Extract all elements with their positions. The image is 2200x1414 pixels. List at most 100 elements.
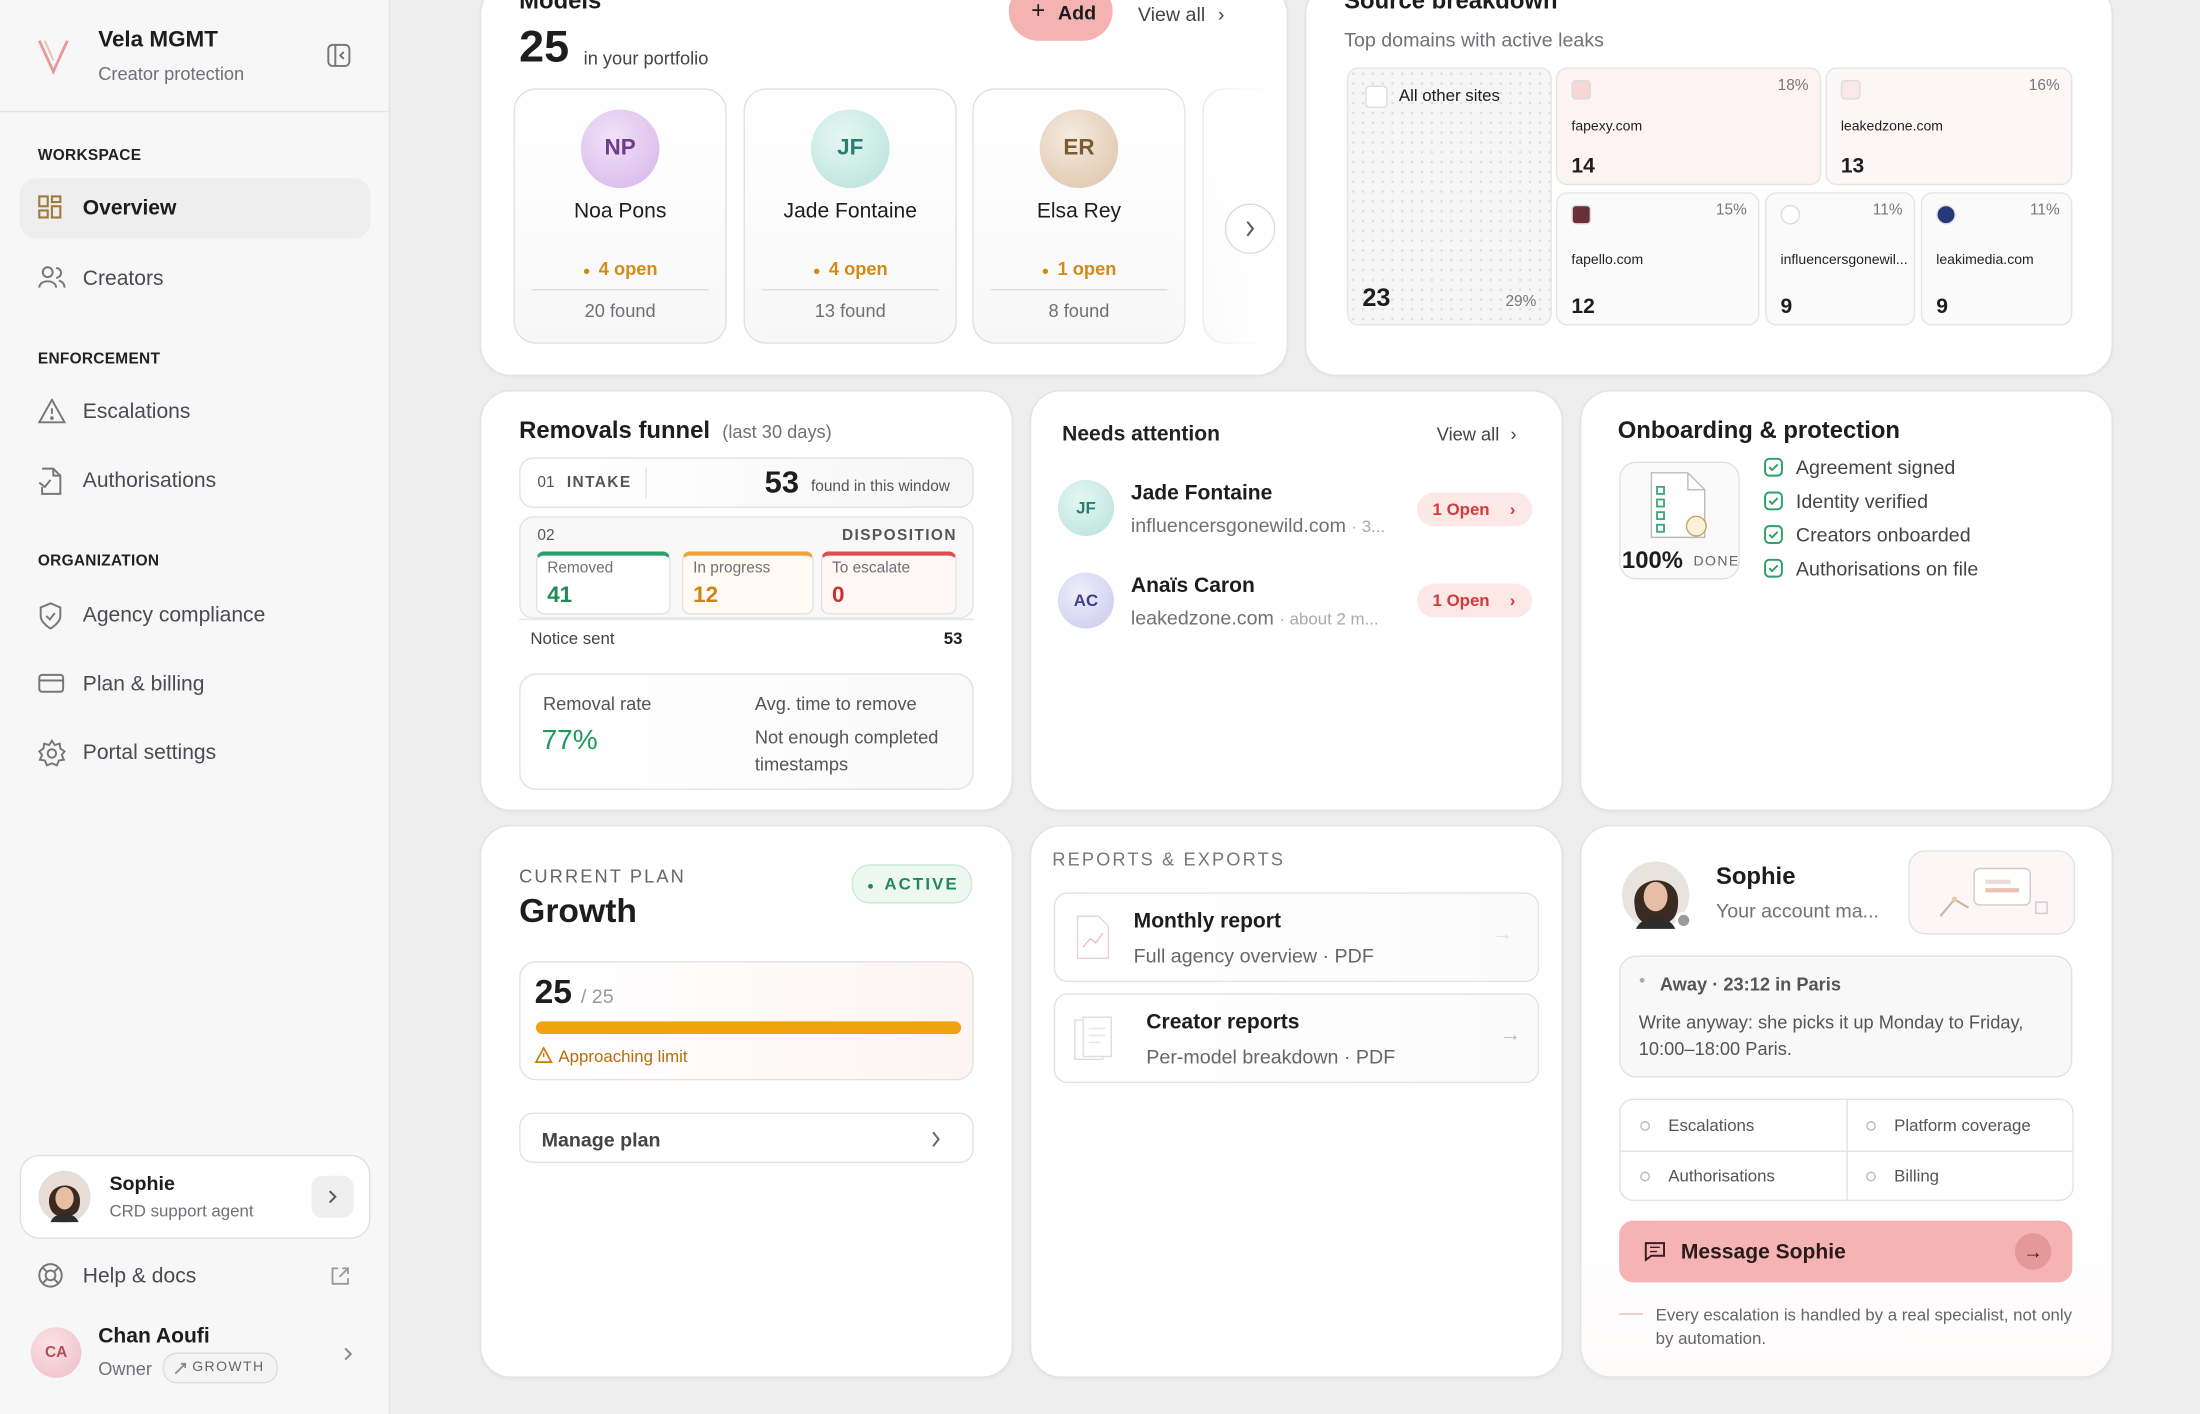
open-badge[interactable]: 1 Open › xyxy=(1417,583,1533,618)
notice-label: Notice sent xyxy=(530,628,615,649)
tile-count: 9 xyxy=(1780,294,1793,319)
icon xyxy=(38,266,66,288)
avg-value: Not enough completed timestamps xyxy=(754,726,939,775)
nav-item[interactable]: Overview xyxy=(19,178,371,239)
tile-domain: All other sites xyxy=(1398,85,1500,106)
divider xyxy=(531,289,709,291)
usage-bar xyxy=(535,1021,962,1035)
illustration xyxy=(1939,867,2048,917)
manager-card: Sophie Your account ma... ● Away · 23:12… xyxy=(1579,824,2114,1378)
sources-card: Source breakdown Top domains with active… xyxy=(1304,0,2114,377)
tile-icon xyxy=(1780,204,1801,225)
check-icon xyxy=(1764,558,1783,578)
nav-item[interactable]: Portal settings xyxy=(20,723,371,783)
sidebar: Vela MGMT Creator protection WORKSPACE O… xyxy=(0,0,391,1414)
report-item[interactable]: Creator reports Per-model breakdown · PD… xyxy=(1053,993,1540,1084)
footnote-rule xyxy=(1619,1313,1643,1315)
add-button[interactable]: + Add xyxy=(1008,0,1113,41)
nav-item[interactable]: Plan & billing xyxy=(20,654,371,714)
user-menu[interactable]: CA Chan Aoufi Owner GROWTH xyxy=(20,1319,371,1389)
source-tile[interactable]: All other sites 23 29% xyxy=(1346,67,1552,326)
tile-count: 12 xyxy=(1571,294,1595,319)
nav-label: Portal settings xyxy=(82,740,217,765)
nav-item[interactable]: Creators xyxy=(20,248,371,308)
check-label: Agreement signed xyxy=(1795,455,1956,479)
user-avatar: CA xyxy=(30,1327,82,1378)
nav-item[interactable]: Agency compliance xyxy=(20,585,371,645)
open-badge[interactable]: 1 Open › xyxy=(1417,492,1533,527)
report-title: Creator reports xyxy=(1146,1010,1300,1035)
usage-used: 25 xyxy=(534,973,573,1012)
card-title: Needs attention xyxy=(1062,422,1220,447)
manager-photo xyxy=(1621,861,1691,929)
carousel-next[interactable] xyxy=(1224,203,1276,254)
source-tile[interactable]: 18% fapexy.com 14 xyxy=(1555,67,1822,186)
brand-tagline: Creator protection xyxy=(98,63,245,85)
topic[interactable]: Authorisations xyxy=(1621,1150,1848,1200)
plan-badge-label: GROWTH xyxy=(192,1359,265,1375)
model-found: 13 found xyxy=(814,300,886,322)
plus-icon: + xyxy=(1031,0,1046,24)
divider xyxy=(519,618,974,621)
source-tile[interactable]: 15% fapello.com 12 xyxy=(1555,192,1760,326)
source-tile[interactable]: 16% leakedzone.com 13 xyxy=(1825,67,2073,186)
external-icon xyxy=(331,1267,349,1285)
model-found: 20 found xyxy=(584,300,656,322)
source-tile[interactable]: 11% leakimedia.com 9 xyxy=(1920,192,2073,326)
topic-label: Billing xyxy=(1894,1165,1940,1186)
support-role: CRD support agent xyxy=(109,1201,254,1221)
tile-share: 11% xyxy=(1872,202,1903,219)
icon xyxy=(38,467,62,495)
status-label: ACTIVE xyxy=(884,874,959,894)
topic-label: Escalations xyxy=(1668,1115,1755,1136)
view-all-link[interactable]: View all › xyxy=(1436,423,1517,445)
warning-icon xyxy=(534,1046,553,1063)
report-icon xyxy=(1074,1016,1112,1061)
nav-label: Creators xyxy=(82,266,164,291)
step-number: 01 xyxy=(537,474,555,492)
plan-badge: GROWTH xyxy=(162,1352,278,1384)
avg-label: Avg. time to remove xyxy=(754,693,917,715)
tile-count: 9 xyxy=(1936,294,1948,319)
divider xyxy=(0,110,389,113)
creator-avatar: JF xyxy=(1057,479,1115,536)
model-carousel: NP Noa Pons ● 4 open 20 found JF Jade Fon… xyxy=(481,0,1272,375)
topic[interactable]: Escalations xyxy=(1620,1099,1848,1152)
support-open-button[interactable] xyxy=(311,1175,354,1218)
nav-item[interactable]: Authorisations xyxy=(20,450,371,510)
nav-item[interactable]: Escalations xyxy=(20,382,371,442)
tile-domain: fapexy.com xyxy=(1571,119,1643,135)
model-card[interactable]: NP Noa Pons ● 4 open 20 found xyxy=(513,88,727,344)
item-label: Removed xyxy=(547,559,614,577)
icon xyxy=(37,739,66,767)
report-icon xyxy=(1076,915,1110,959)
model-open: ● 1 open xyxy=(1041,258,1117,280)
divider xyxy=(761,289,939,291)
source-tile[interactable]: 11% influencersgonewil... 9 xyxy=(1765,192,1916,326)
doc-illustration xyxy=(1650,472,1707,539)
support-name: Sophie xyxy=(109,1171,175,1195)
report-item[interactable]: Monthly report Full agency overview · PD… xyxy=(1053,892,1540,983)
report-subtitle: Per-model breakdown · PDF xyxy=(1146,1045,1396,1068)
nav-label: Escalations xyxy=(82,399,191,424)
help-link[interactable]: Help & docs xyxy=(20,1253,371,1298)
topic[interactable]: Billing xyxy=(1846,1151,2072,1200)
progress-tile: 100% DONE xyxy=(1619,461,1740,580)
model-card[interactable]: ER Elsa Rey ● 1 open 8 found xyxy=(972,88,1186,344)
logo xyxy=(38,40,69,75)
support-card[interactable]: Sophie CRD support agent xyxy=(19,1154,371,1239)
check-label: Authorisations on file xyxy=(1795,557,1979,580)
check-item: Identity verified xyxy=(1764,490,1928,512)
disposition-item: Removed 41 xyxy=(535,551,671,615)
collapse-button[interactable] xyxy=(327,43,351,67)
chevron xyxy=(344,1347,353,1361)
model-card[interactable]: JF Jade Fontaine ● 4 open 13 found xyxy=(743,88,957,344)
manage-plan-button[interactable]: Manage plan xyxy=(519,1112,974,1164)
model-avatar: ER xyxy=(1039,109,1119,189)
check-item: Creators onboarded xyxy=(1764,523,1971,546)
topic[interactable]: Platform coverage xyxy=(1846,1100,2073,1152)
tile-icon xyxy=(1571,204,1592,225)
message-button[interactable]: Message Sophie → xyxy=(1619,1220,2073,1283)
divider xyxy=(990,289,1168,291)
view-all-link[interactable]: View all › xyxy=(1137,2,1225,26)
